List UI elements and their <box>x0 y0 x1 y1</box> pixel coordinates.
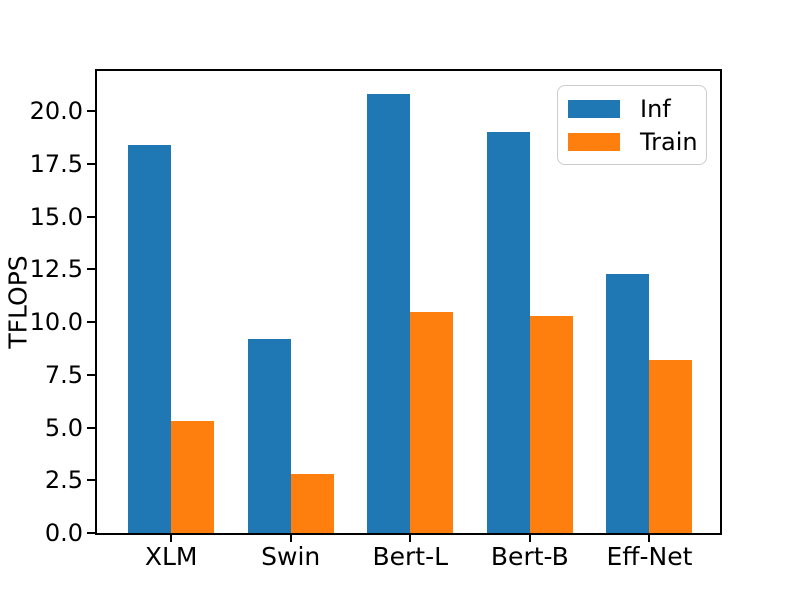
legend-label-train: Train <box>640 127 698 156</box>
y-tick-label: 17.5 <box>29 149 83 178</box>
x-tick-label-bert-l: Bert-L <box>372 542 449 571</box>
y-tick-label: 2.5 <box>44 466 83 495</box>
bar-train-bert-l <box>410 311 454 533</box>
bar-inf-bert-b <box>486 132 530 533</box>
y-tick-mark <box>87 110 95 113</box>
y-tick-mark <box>87 426 95 429</box>
y-tick-label: 7.5 <box>44 360 83 389</box>
y-tick-label: 20.0 <box>29 97 83 126</box>
bar-train-swin <box>290 473 334 533</box>
x-tick-label-swin: Swin <box>261 542 321 571</box>
x-tick-mark <box>648 535 651 542</box>
legend-swatch-train <box>568 132 620 151</box>
legend-items: Inf Train <box>568 92 706 158</box>
legend-item-inf: Inf <box>568 92 706 125</box>
legend: Inf Train <box>557 85 707 165</box>
y-tick-mark <box>87 479 95 482</box>
y-tick-mark <box>87 215 95 218</box>
x-tick-label-eff-net: Eff-Net <box>606 542 693 571</box>
y-tick-label: 5.0 <box>44 413 83 442</box>
y-tick-label: 15.0 <box>29 202 83 231</box>
bar-inf-eff-net <box>606 273 650 533</box>
bar-inf-xlm <box>128 144 172 533</box>
x-tick-mark <box>170 535 173 542</box>
y-axis-ticks: 0.0 2.5 5.0 7.5 10.0 12.5 15.0 17.5 20.0 <box>30 71 720 545</box>
bar-train-xlm <box>171 421 215 533</box>
x-tick-label-xlm: XLM <box>144 542 198 571</box>
y-tick-label: 0.0 <box>44 519 83 547</box>
legend-item-train: Train <box>568 125 706 158</box>
x-tick-mark <box>528 535 531 542</box>
x-tick-label-bert-b: Bert-B <box>490 542 569 571</box>
bar-inf-bert-l <box>367 94 411 533</box>
y-tick-label: 10.0 <box>29 308 83 337</box>
legend-label-inf: Inf <box>640 94 671 123</box>
y-tick-mark <box>87 321 95 324</box>
y-tick-mark <box>87 268 95 271</box>
bar-inf-swin <box>247 338 291 533</box>
y-tick-mark <box>87 162 95 165</box>
x-tick-mark <box>289 535 292 542</box>
plot-area: 0.0 2.5 5.0 7.5 10.0 12.5 15.0 17.5 20.0 XLM Swin… <box>30 69 722 569</box>
legend-swatch-inf <box>568 99 620 118</box>
y-tick-mark <box>87 532 95 534</box>
y-tick-mark <box>87 373 95 376</box>
y-axis-label: TFLOPS <box>3 255 33 349</box>
x-axis-ticks: XLM Swin Bert-L Bert-B Eff-Net <box>97 71 720 569</box>
bar-train-bert-b <box>529 315 573 533</box>
bar-train-eff-net <box>649 360 693 533</box>
bars-layer <box>97 71 720 533</box>
y-tick-label: 12.5 <box>29 255 83 284</box>
x-tick-mark <box>409 535 412 542</box>
